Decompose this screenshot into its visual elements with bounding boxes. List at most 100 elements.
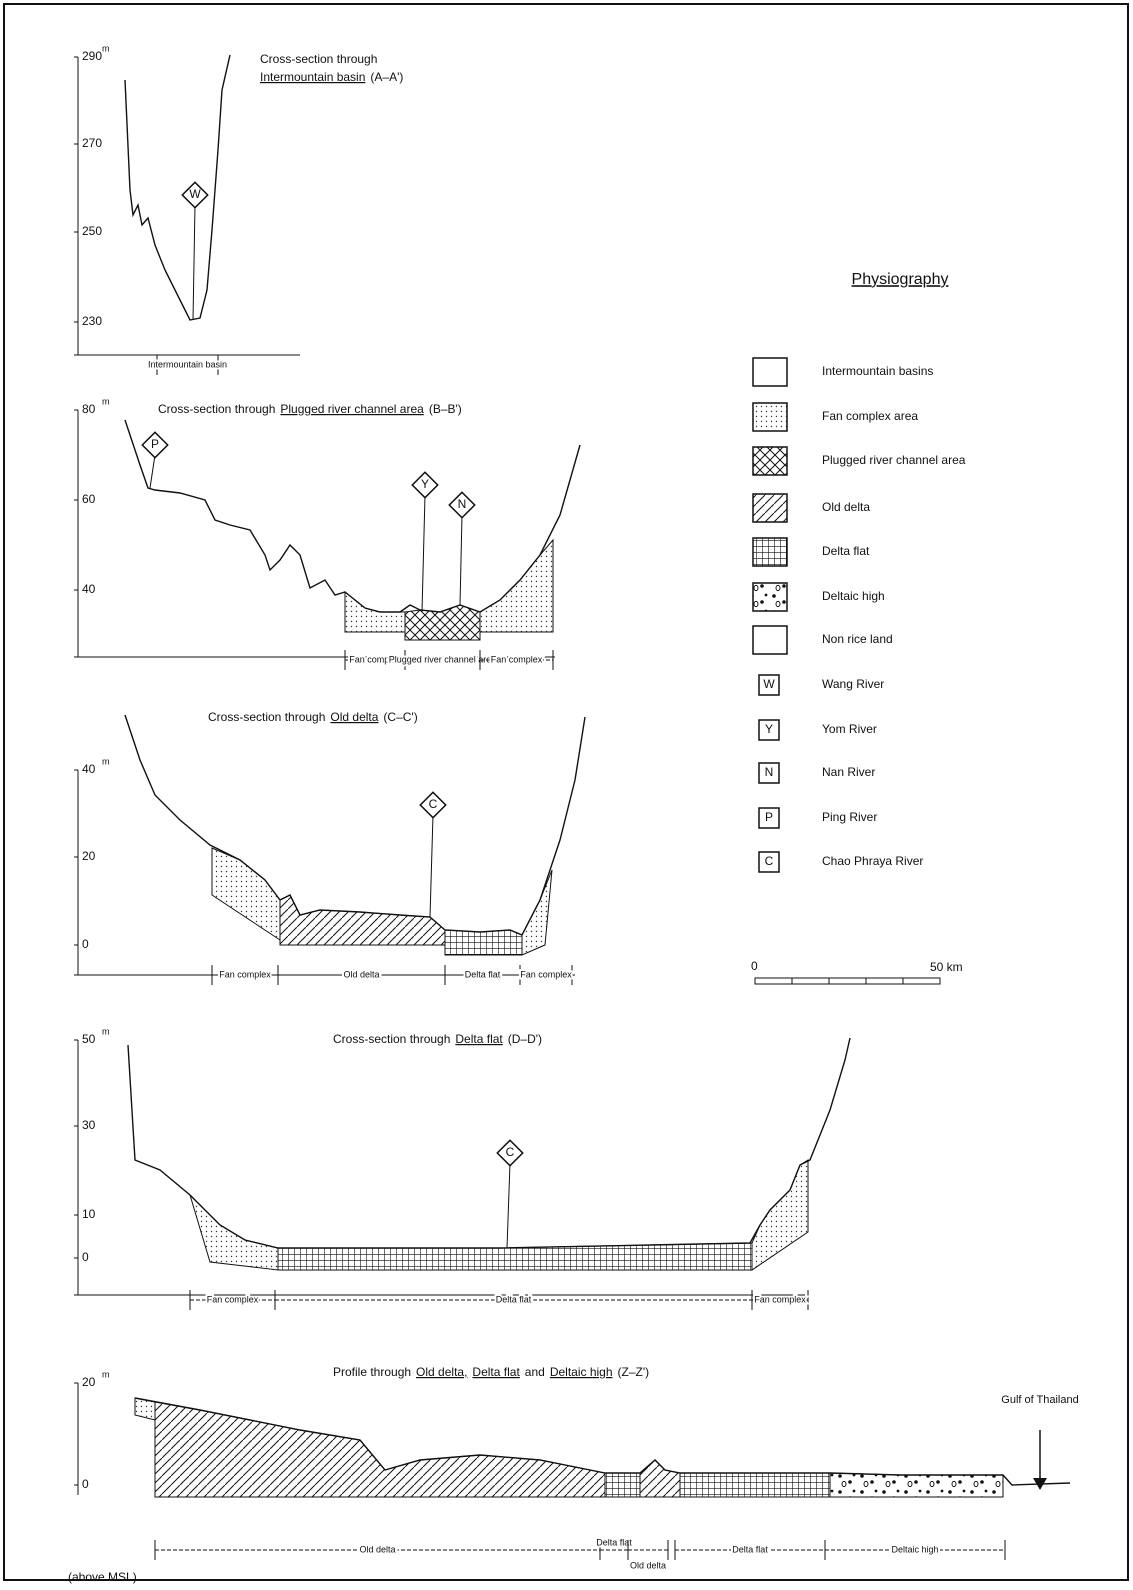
marker-letter: P (151, 437, 159, 451)
legend-letter: Y (765, 722, 773, 736)
legend-swatch (752, 357, 788, 387)
title-part: Intermountain basin (260, 70, 365, 84)
sea-label: Gulf of Thailand (1001, 1394, 1078, 1406)
legend-label: Plugged river channel area (822, 453, 966, 467)
scale-bar (754, 977, 941, 985)
legend-label: Deltaic high (822, 589, 885, 603)
unit-fill (404, 604, 481, 641)
tick-label: 0 (82, 1250, 89, 1264)
title-part: (D–D') (508, 1032, 542, 1046)
unit-fill (521, 869, 553, 956)
tick-label: 30 (82, 1118, 96, 1132)
marker-box (141, 431, 169, 459)
unit-fill (829, 1472, 1004, 1498)
arrow-head (1033, 1478, 1047, 1490)
zone-label: Fan complex (754, 1294, 806, 1304)
title-part: Profile through (333, 1365, 411, 1379)
legend-swatch (752, 582, 788, 612)
section-title: Profile through Old delta, Delta flat and De… (333, 1365, 649, 1379)
unit-label: m (102, 1369, 110, 1379)
scale-end: 50 km (930, 960, 963, 974)
marker-letter: Y (421, 477, 429, 491)
legend-label: Ping River (822, 810, 877, 824)
legend-label: Non rice land (822, 632, 893, 646)
legend-label: Intermountain basins (822, 364, 933, 378)
title-part: Deltaic high (550, 1365, 613, 1379)
legend-letter: C (765, 854, 774, 868)
legend-box (758, 762, 780, 784)
zone-label: Delta flat (496, 1294, 532, 1304)
legend-swatch (752, 402, 788, 432)
legend-title: Physiography (852, 271, 949, 288)
legend-letter: N (765, 765, 774, 779)
tick-label: 40 (82, 762, 96, 776)
unit-fill (679, 1472, 831, 1498)
legend-swatch (752, 537, 788, 567)
section-title: Cross-section through Intermountain basin… (260, 52, 403, 84)
unit-fill (279, 894, 446, 946)
title-part: and (525, 1365, 545, 1379)
tick-label: 0 (82, 937, 89, 951)
legend-label: Nan River (822, 765, 875, 779)
marker-stem (192, 204, 196, 321)
unit-fill (479, 538, 554, 633)
section-title: Cross-section through Old delta (C–C') (208, 710, 418, 724)
zone-label: Delta flat (465, 969, 501, 979)
unit-fill (604, 1472, 641, 1498)
profile (124, 54, 231, 321)
marker-box (496, 1139, 524, 1167)
legend-swatch (752, 446, 788, 476)
zone-label: Delta flat (732, 1544, 768, 1554)
unit-fill (211, 847, 281, 941)
marker-stem (149, 454, 156, 489)
tick-label: 20 (82, 1375, 96, 1389)
zone-label: Old delta (359, 1544, 395, 1554)
legend-box (758, 719, 780, 741)
zone-label: Fan complex (207, 1294, 259, 1304)
title-part: Cross-section through (260, 52, 377, 66)
tick-label: 80 (82, 402, 96, 416)
title-part: Old delta, (416, 1365, 467, 1379)
section-title: Cross-section through Plugged river chann… (158, 402, 462, 416)
legend-label: Fan complex area (822, 409, 918, 423)
zone-label: Delta flat (596, 1537, 632, 1547)
zone-label: Fan complex (349, 654, 401, 664)
tick-label: 40 (82, 582, 96, 596)
title-part: Cross-section through (333, 1032, 450, 1046)
title-part: (B–B') (429, 402, 462, 416)
title-part: Old delta (330, 710, 378, 724)
tick-label: 60 (82, 492, 96, 506)
marker-box (411, 471, 439, 499)
frame (3, 3, 1129, 1581)
title-part: Cross-section through (158, 402, 275, 416)
legend-letter: W (763, 677, 775, 691)
marker-letter: W (189, 187, 201, 201)
unit-label: m (102, 1026, 110, 1036)
tick-label: 250 (82, 224, 102, 238)
unit-fill (154, 1401, 606, 1498)
legend-box (758, 674, 780, 696)
title-part: Delta flat (455, 1032, 503, 1046)
zone-label: Old delta (343, 969, 379, 979)
marker-box (419, 791, 447, 819)
unit-fill (444, 929, 523, 956)
legend-box (758, 807, 780, 829)
marker-letter: N (458, 497, 467, 511)
unit-fill (751, 1159, 809, 1271)
title-part: Plugged river channel area (280, 402, 424, 416)
marker-letter: C (429, 797, 438, 811)
unit-label: m (102, 396, 110, 406)
legend-label: Chao Phraya River (822, 854, 923, 868)
title-part: (A–A') (370, 70, 403, 84)
zone-label: Fan complex (219, 969, 271, 979)
tick-label: 270 (82, 136, 102, 150)
marker-box (181, 181, 209, 209)
zone-label: Old delta (630, 1560, 666, 1570)
marker-stem (429, 814, 434, 918)
legend-swatch (752, 625, 788, 655)
marker-stem (459, 514, 463, 606)
legend-label: Wang River (822, 677, 884, 691)
zone-label: Fan complex (520, 969, 572, 979)
profile (134, 1397, 1071, 1486)
